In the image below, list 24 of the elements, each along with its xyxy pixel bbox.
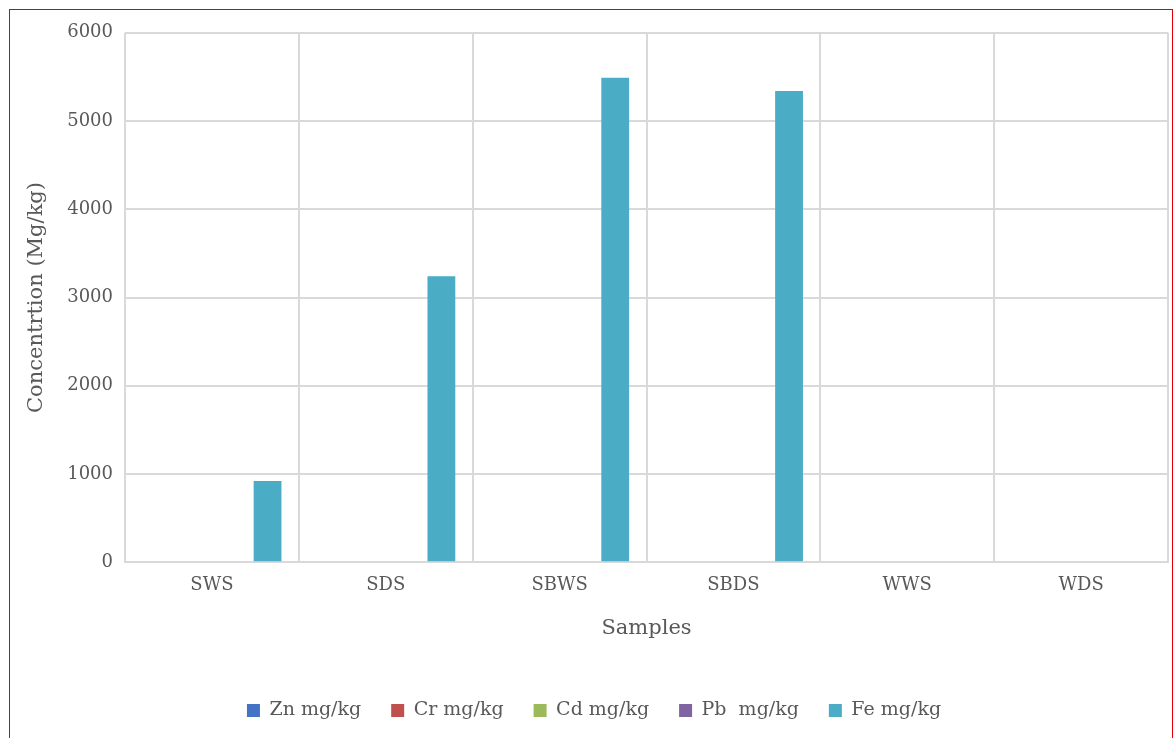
y-tick-label: 2000 — [67, 373, 114, 395]
x-tick-label: SBDS — [707, 572, 760, 594]
bar — [253, 481, 282, 562]
bar — [427, 276, 456, 562]
x-tick-label: WWS — [882, 572, 932, 594]
legend-label: Fe mg/kg — [851, 697, 942, 720]
y-tick-label: 6000 — [67, 20, 114, 42]
y-axis-title: Concentrtion (Mg/kg) — [23, 182, 48, 413]
x-axis-title: Samples — [601, 614, 692, 639]
x-tick-label: SWS — [190, 572, 234, 594]
legend-label: Pb mg/kg — [701, 697, 799, 720]
legend-label: Zn mg/kg — [269, 697, 362, 720]
y-tick-label: 4000 — [67, 196, 114, 218]
y-tick-label: 5000 — [67, 108, 114, 130]
y-tick-label: 1000 — [67, 461, 114, 483]
y-tick-label: 0 — [101, 549, 114, 571]
x-tick-label: SDS — [366, 572, 406, 594]
x-tick-label: WDS — [1058, 572, 1104, 594]
bar — [601, 77, 630, 562]
x-tick-label: SBWS — [531, 572, 588, 594]
legend-label: Cr mg/kg — [413, 697, 504, 720]
bar — [775, 91, 803, 562]
y-tick-label: 3000 — [67, 285, 114, 307]
legend-label: Cd mg/kg — [556, 697, 650, 720]
